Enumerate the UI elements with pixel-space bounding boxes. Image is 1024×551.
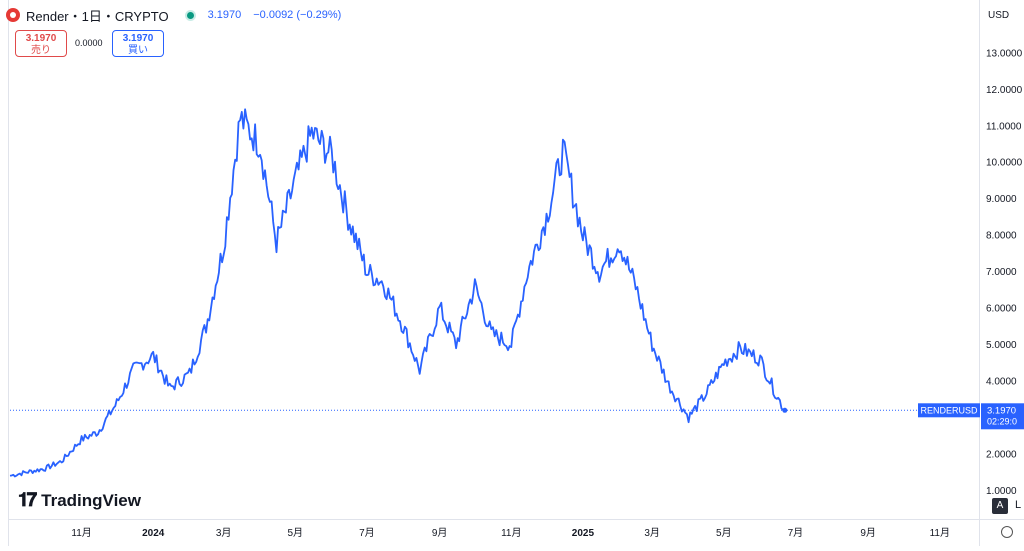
- spread-value: 0.0000: [75, 38, 103, 48]
- y-tick-label: 4.0000: [986, 377, 1017, 388]
- live-dot-icon: [184, 9, 196, 21]
- x-axis-ticks: 11月 2024 3月 5月 7月 9月 11月 2025 3月 5月 7月 9月 11月: [71, 527, 950, 539]
- symbol-title[interactable]: Render・1日・CRYPTO: [26, 8, 169, 24]
- x-tick-label: 5月: [287, 527, 303, 539]
- chart-header: Render・1日・CRYPTO 3.1970 −0.0092 (−0.29%): [6, 5, 341, 25]
- x-tick-label: 2025: [572, 528, 595, 539]
- gear-icon[interactable]: [1001, 526, 1013, 538]
- quote-price: 3.1970: [207, 9, 242, 21]
- tv-mark-icon: 𝟏𝟕: [18, 490, 37, 511]
- x-tick-label: 3月: [644, 527, 660, 539]
- symbol-badge: RENDERUSD: [918, 403, 980, 418]
- price-badge-value: 3.1970: [987, 405, 1016, 416]
- buy-label: 買い: [128, 45, 148, 56]
- sell-button[interactable]: 3.1970 売り: [15, 30, 67, 57]
- y-tick-label: 9.0000: [986, 194, 1017, 205]
- x-tick-label: 5月: [716, 527, 732, 539]
- y-tick-label: 1.0000: [986, 486, 1017, 497]
- y-tick-label: 8.0000: [986, 231, 1017, 242]
- plot-area: [8, 0, 979, 519]
- currency-label[interactable]: USD: [988, 10, 1009, 21]
- y-tick-label: 2.0000: [986, 449, 1017, 460]
- x-tick-label: 11月: [71, 527, 91, 539]
- buy-price: 3.1970: [122, 33, 154, 44]
- x-tick-label: 11月: [501, 527, 521, 539]
- render-logo-icon: [6, 8, 20, 22]
- y-tick-label: 11.0000: [986, 121, 1022, 132]
- x-tick-label: 3月: [216, 527, 232, 539]
- y-tick-label: 10.0000: [986, 158, 1023, 169]
- sell-price: 3.1970: [25, 33, 57, 44]
- buy-button[interactable]: 3.1970 買い: [112, 30, 164, 57]
- x-tick-label: 7月: [359, 527, 375, 539]
- sell-label: 売り: [31, 45, 51, 56]
- x-tick-label: 7月: [788, 527, 804, 539]
- x-tick-label: 11月: [930, 527, 950, 539]
- y-tick-label: 13.0000: [986, 48, 1023, 59]
- y-tick-label: 7.0000: [986, 267, 1017, 278]
- y-tick-label: 12.0000: [986, 85, 1023, 96]
- price-badge-countdown: 02:29:0: [987, 416, 1017, 426]
- price-badge: 3.1970 02:29:0: [981, 403, 1024, 430]
- tv-wordmark: TradingView: [41, 491, 141, 510]
- series-line: [9, 108, 785, 478]
- last-point-marker: [782, 407, 788, 413]
- auto-scale-button[interactable]: A: [992, 498, 1008, 514]
- x-tick-label: 9月: [860, 527, 876, 539]
- symbol-badge-label: RENDERUSD: [920, 405, 978, 415]
- y-tick-label: 5.0000: [986, 340, 1017, 351]
- tradingview-logo[interactable]: 𝟏𝟕 TradingView: [18, 490, 141, 512]
- log-scale-button[interactable]: L: [1015, 499, 1022, 511]
- y-axis-ticks: 1.00002.00003.00004.00005.00006.00007.00…: [986, 48, 1023, 497]
- y-tick-label: 6.0000: [986, 304, 1017, 315]
- x-tick-label: 9月: [432, 527, 448, 539]
- quote-change: −0.0092 (−0.29%): [253, 9, 342, 21]
- x-tick-label: 2024: [142, 528, 165, 539]
